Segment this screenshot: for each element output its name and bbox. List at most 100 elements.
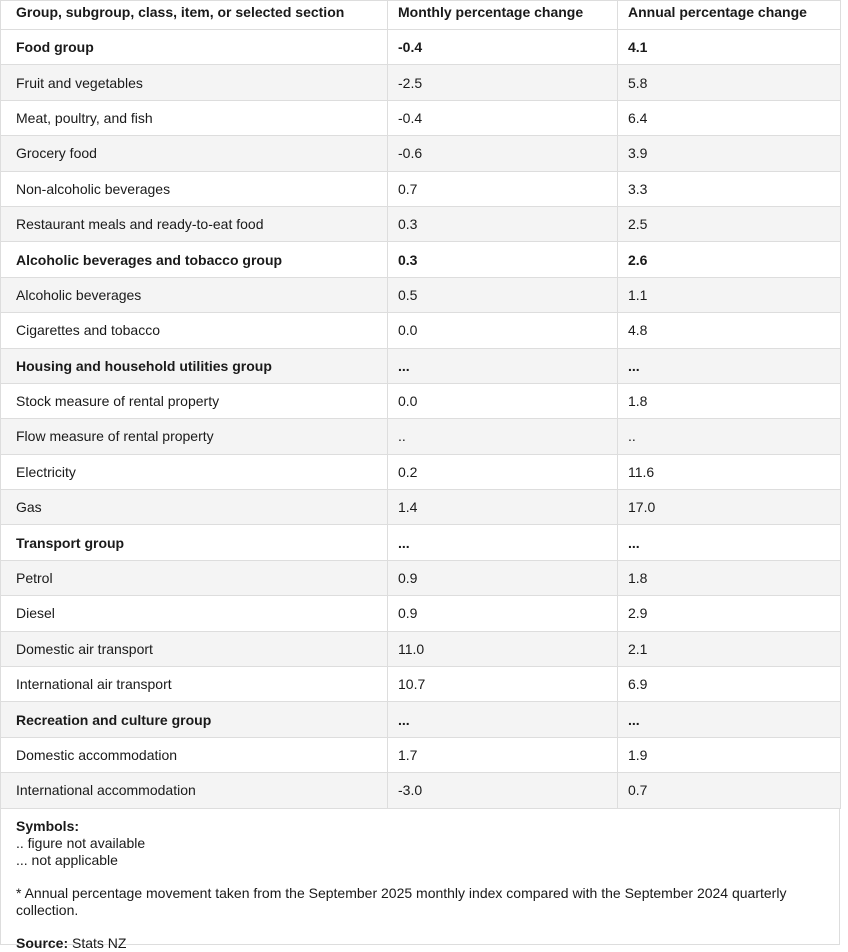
cell: ... bbox=[387, 524, 618, 561]
cell: International air transport bbox=[0, 666, 388, 703]
item-row: Stock measure of rental property 0.0 1.8 bbox=[0, 382, 841, 420]
symbols: Symbols: bbox=[16, 818, 824, 835]
item-row: Cigarettes and tobacco 0.0 4.8 bbox=[0, 312, 841, 349]
cell: 3.3 bbox=[617, 170, 841, 207]
cell: ... bbox=[617, 347, 841, 384]
cell: 11.6 bbox=[617, 453, 841, 491]
source-label: Source: bbox=[16, 934, 69, 951]
group-row: Transport group...... bbox=[0, 524, 841, 561]
cell: Restaurant meals and ready-to-eat food bbox=[0, 205, 388, 243]
cell: Petrol bbox=[0, 559, 388, 597]
symbols-title: Symbols: bbox=[16, 817, 80, 834]
cell: 0.9 bbox=[387, 595, 618, 632]
cell: 1.8 bbox=[617, 382, 841, 420]
item-row: Grocery food -0.6 3.9 bbox=[0, 135, 841, 172]
table-body: Food group -0.4 4.1 Fruit and vegetables -2.… bbox=[0, 28, 841, 809]
cell: Fruit and vegetables bbox=[0, 64, 388, 101]
item-row: International air transport 10.7 6.9 bbox=[0, 666, 841, 703]
item-row: Meat, poultry, and fish -0.4 6.4 bbox=[0, 99, 841, 137]
item-row: Alcoholic beverages 0.5 1.1 bbox=[0, 276, 841, 314]
cell: Transport group bbox=[0, 524, 388, 561]
cell: Food group bbox=[0, 28, 388, 66]
cell: 1.8 bbox=[617, 559, 841, 597]
cell: 0.5 bbox=[387, 276, 618, 314]
group-row: Recreation and culture group...... bbox=[0, 701, 841, 738]
cell: Diesel bbox=[0, 595, 388, 632]
cell: Stock measure of rental property bbox=[0, 382, 388, 420]
cell: Meat, poultry, and fish bbox=[0, 99, 388, 137]
cell: Alcoholic beverages and tobacco group bbox=[0, 241, 388, 278]
cell: 0.7 bbox=[617, 772, 841, 809]
cell: Flow measure of rental property bbox=[0, 418, 388, 455]
note: * Annual percentage movement taken from … bbox=[16, 884, 787, 918]
cell: 1.9 bbox=[617, 736, 841, 774]
cell: 4.1 bbox=[617, 28, 841, 66]
item-row: Domestic accommodation 1.7 1.9 bbox=[0, 736, 841, 774]
cell: 10.7 bbox=[387, 666, 618, 703]
cell: 0.7 bbox=[387, 170, 618, 207]
source-name: Stats NZ bbox=[72, 934, 127, 951]
cell: 6.9 bbox=[617, 666, 841, 703]
item-row: Restaurant meals and ready-to-eat food 0.… bbox=[0, 205, 841, 243]
cell: International accommodation bbox=[0, 772, 388, 809]
cell: 0.3 bbox=[387, 205, 618, 243]
cell: ... bbox=[387, 347, 618, 384]
cell: 0.0 bbox=[387, 312, 618, 349]
cell: 4.8 bbox=[617, 312, 841, 349]
cell: 1.4 bbox=[387, 489, 618, 526]
cell: -2.5 bbox=[387, 64, 618, 101]
cell: Grocery food bbox=[0, 135, 388, 172]
cell: Recreation and culture group bbox=[0, 701, 388, 738]
cell: 2.5 bbox=[617, 205, 841, 243]
group-row: Housing and household utilities group...… bbox=[0, 347, 841, 384]
cell: -0.4 bbox=[387, 28, 618, 66]
cell: 1.7 bbox=[387, 736, 618, 774]
header-row: Group, subgroup, class, item, or selecte… bbox=[0, 0, 841, 30]
item-row: International accommodation -3.0 0.7 bbox=[0, 772, 841, 809]
cell: 11.0 bbox=[387, 630, 618, 668]
item-row: Flow measure of rental property.... bbox=[0, 418, 841, 455]
cell: 0.9 bbox=[387, 559, 618, 597]
cell: .. bbox=[617, 418, 841, 455]
cell: 0.0 bbox=[387, 382, 618, 420]
item-row: Petrol 0.9 1.8 bbox=[0, 559, 841, 597]
cell: 2.9 bbox=[617, 595, 841, 632]
cell: 6.4 bbox=[617, 99, 841, 137]
item-row: Fruit and vegetables -2.5 5.8 bbox=[0, 64, 841, 101]
cell: 2.1 bbox=[617, 630, 841, 668]
table-footer: Symbols: .. figure not available ... not… bbox=[0, 808, 840, 951]
item-row: Electricity 0.2 11.6 bbox=[0, 453, 841, 491]
group-row: Alcoholic beverages and tobacco group 0.3… bbox=[0, 241, 841, 278]
cell: Electricity bbox=[0, 453, 388, 491]
item-row: Non-alcoholic beverages 0.7 3.3 bbox=[0, 170, 841, 207]
symbol-item: .. figure not available bbox=[16, 834, 146, 851]
item-row: Domestic air transport 11.0 2.1 bbox=[0, 630, 841, 668]
cell: -3.0 bbox=[387, 772, 618, 809]
group-row: Food group -0.4 4.1 bbox=[0, 28, 841, 66]
item-row: Diesel 0.9 2.9 bbox=[0, 595, 841, 632]
item-row: Gas 1.4 17.0 bbox=[0, 489, 841, 526]
cell: Domestic accommodation bbox=[0, 736, 388, 774]
cell: ... bbox=[387, 701, 618, 738]
column-header: Group, subgroup, class, item, or selecte… bbox=[0, 0, 388, 30]
column-header: Annual percentage change bbox=[617, 0, 841, 30]
column-header: Monthly percentage change bbox=[387, 0, 618, 30]
cell: -0.4 bbox=[387, 99, 618, 137]
cell: Gas bbox=[0, 489, 388, 526]
cell: Cigarettes and tobacco bbox=[0, 312, 388, 349]
cell: 0.3 bbox=[387, 241, 618, 278]
cell: ... bbox=[617, 701, 841, 738]
cell: 5.8 bbox=[617, 64, 841, 101]
cell: Housing and household utilities group bbox=[0, 347, 388, 384]
cell: .. bbox=[387, 418, 618, 455]
data-table: Group, subgroup, class, item, or selecte… bbox=[0, 0, 841, 809]
cell: Domestic air transport bbox=[0, 630, 388, 668]
source: Source: Stats NZ bbox=[16, 935, 824, 952]
cell: -0.6 bbox=[387, 135, 618, 172]
cell: Non-alcoholic beverages bbox=[0, 170, 388, 207]
cell: 17.0 bbox=[617, 489, 841, 526]
symbol-item: ... not applicable bbox=[16, 851, 118, 868]
cell: 3.9 bbox=[617, 135, 841, 172]
